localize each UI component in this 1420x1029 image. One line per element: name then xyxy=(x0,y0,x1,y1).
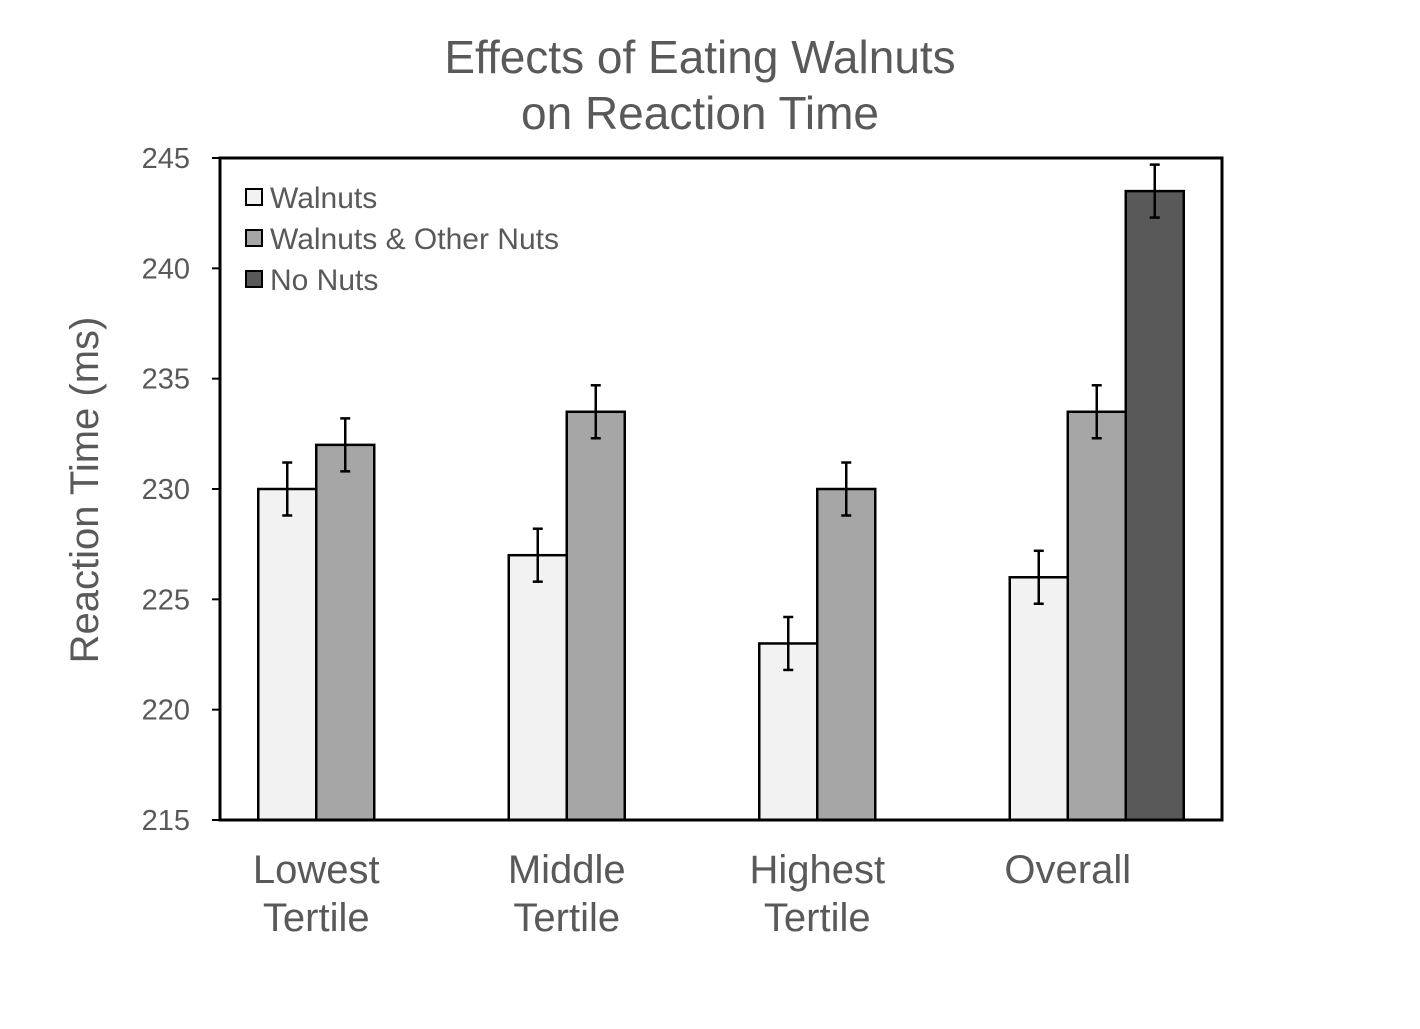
chart-title-line-1: Effects of Eating Walnuts xyxy=(444,31,956,83)
legend: Walnuts Walnuts & Other Nuts No Nuts xyxy=(245,182,559,297)
bar-walnuts-1 xyxy=(507,553,568,822)
bar-walnuts-other-nuts-0 xyxy=(315,443,376,822)
bar-walnuts-other-nuts-3 xyxy=(1066,410,1127,822)
legend-swatch xyxy=(245,229,263,247)
bar-walnuts-other-nuts-2 xyxy=(816,487,877,822)
y-axis-ticks: 215 220 225 230 235 240 245 xyxy=(142,143,220,837)
y-tick-label: 235 xyxy=(142,364,190,396)
legend-label: Walnuts xyxy=(270,182,377,215)
y-tick-label: 225 xyxy=(142,584,190,616)
y-tick-label: 215 xyxy=(142,805,190,837)
x-category-label: Highest xyxy=(749,848,885,892)
bar-walnuts-3 xyxy=(1008,576,1069,822)
legend-label: No Nuts xyxy=(270,264,378,297)
y-tick-label: 220 xyxy=(142,695,190,727)
y-axis-label: Reaction Time (ms) xyxy=(63,317,107,664)
bar-no-nuts-3 xyxy=(1124,189,1185,822)
y-tick-label: 230 xyxy=(142,474,190,506)
bar-walnuts-other-nuts-1 xyxy=(565,410,626,822)
legend-swatch xyxy=(245,188,263,206)
x-category-label: Tertile xyxy=(263,896,370,940)
y-tick-label: 240 xyxy=(142,253,190,285)
x-category-label: Tertile xyxy=(513,896,620,940)
legend-swatch xyxy=(245,270,263,288)
x-category-label: Overall xyxy=(1004,848,1131,892)
chart-title-line-2: on Reaction Time xyxy=(521,87,879,139)
x-category-label: Lowest xyxy=(253,848,380,892)
y-tick-label: 245 xyxy=(142,143,190,175)
x-axis-categories: LowestTertileMiddleTertileHighestTertile… xyxy=(253,848,1131,940)
x-category-label: Tertile xyxy=(764,896,871,940)
bars-layer xyxy=(257,163,1185,822)
bar-walnuts-2 xyxy=(758,642,819,822)
bar-walnuts-0 xyxy=(257,487,318,822)
x-category-label: Middle xyxy=(508,848,626,892)
legend-label: Walnuts & Other Nuts xyxy=(270,223,559,256)
